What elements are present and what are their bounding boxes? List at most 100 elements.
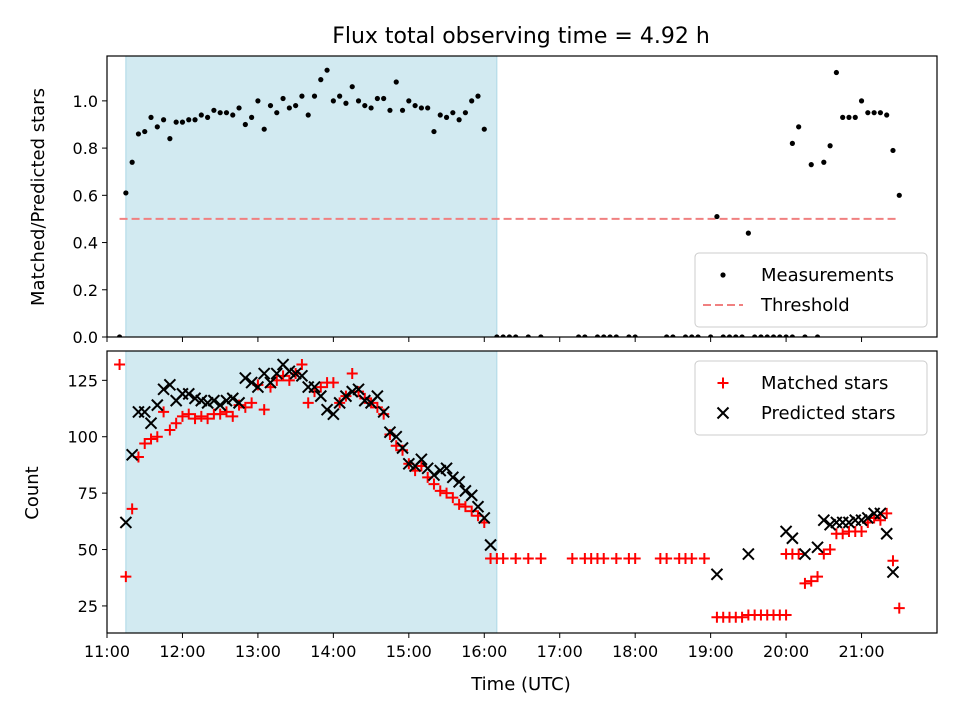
matched-star-point	[195, 410, 207, 422]
matched-star-point	[466, 505, 478, 517]
measurement-point	[689, 334, 695, 337]
legend-label: Measurements	[761, 265, 894, 286]
measurement-point	[230, 112, 236, 118]
matched-star-point	[302, 397, 314, 409]
x-tick-label: 12:00	[159, 642, 205, 661]
matched-star-point	[346, 368, 358, 380]
measurement-point	[186, 117, 192, 123]
x-tick-label: 19:00	[688, 642, 734, 661]
measurement-point	[167, 136, 173, 142]
y-tick-label: 0.2	[73, 281, 98, 300]
matched-star-point	[812, 571, 824, 583]
measurement-point	[387, 107, 393, 113]
measurement-point	[179, 119, 186, 125]
axes-frame	[106, 55, 938, 338]
y-tick-label: 25	[78, 597, 98, 616]
matched-star-point	[114, 359, 126, 371]
measurement-point	[311, 93, 318, 99]
legend-marker-plus	[717, 377, 729, 389]
measurement-point	[682, 334, 689, 337]
measurement-point	[613, 334, 619, 337]
predicted-star-point	[415, 453, 428, 466]
predicted-star-point	[320, 403, 334, 416]
x-tick-label: 21:00	[838, 642, 884, 661]
matched-star-point	[805, 575, 817, 587]
predicted-star-point	[880, 527, 893, 540]
predicted-star-point	[163, 378, 177, 392]
matched-star-point	[189, 413, 201, 425]
x-tick-label: 18:00	[612, 642, 658, 661]
predicted-star-point	[452, 475, 466, 489]
measurement-point	[770, 334, 777, 337]
matched-star-point	[441, 487, 453, 499]
measurement-point	[871, 110, 877, 116]
predicted-star-point	[786, 532, 799, 545]
measurement-point	[783, 334, 789, 337]
measurement-point	[877, 110, 884, 116]
legend: Matched stars Predicted stars	[694, 360, 928, 436]
measurement-point	[733, 334, 739, 337]
matched-star-point	[610, 553, 622, 565]
predicted-star-point	[151, 398, 164, 412]
measurement-point	[494, 334, 500, 337]
measurement-point	[462, 110, 469, 116]
predicted-star-point	[157, 383, 170, 396]
measurement-point	[299, 93, 305, 99]
predicted-star-point	[446, 471, 460, 484]
predicted-star-point	[427, 468, 441, 482]
measurement-point	[330, 98, 336, 104]
predicted-star-point	[465, 489, 478, 502]
measurement-point	[808, 162, 814, 168]
predicted-star-point	[478, 511, 491, 525]
y-tick-label: 50	[78, 541, 98, 560]
legend-label: Threshold	[760, 295, 850, 316]
observing-span-shade	[125, 55, 498, 338]
matched-star-point	[793, 548, 805, 560]
matched-star-point	[522, 553, 534, 565]
predicted-star-point	[251, 380, 265, 394]
y-tick-label: 125	[67, 371, 98, 390]
measurement-point	[399, 107, 406, 113]
predicted-star-point	[742, 547, 755, 561]
measurement-point	[160, 117, 167, 123]
measurement-point	[349, 84, 355, 90]
matched-star-point	[158, 406, 170, 418]
measurement-point	[286, 105, 292, 111]
predicted-star-point	[264, 376, 277, 389]
predicted-star-point	[308, 380, 321, 394]
y-tick-label: 0.0	[73, 328, 98, 347]
chart-title: Flux total observing time = 4.92 h	[332, 24, 710, 49]
predicted-star-point	[144, 416, 158, 430]
matched-star-point	[661, 553, 673, 565]
matched-star-point	[799, 577, 811, 589]
predicted-star-point	[352, 383, 365, 396]
y-tick-label: 0.4	[73, 234, 98, 253]
measurement-point	[223, 110, 230, 116]
predicted-star-point	[710, 568, 724, 581]
matched-star-point	[881, 507, 893, 519]
measurement-point	[123, 190, 129, 196]
matched-star-point	[428, 478, 440, 490]
matched-star-point	[856, 525, 868, 537]
y-tick-label: 100	[67, 428, 98, 447]
predicted-star-point	[245, 376, 258, 389]
x-tick-label: 16:00	[461, 642, 507, 661]
predicted-star-point	[377, 405, 390, 419]
measurement-point	[431, 128, 437, 135]
matched-star-point	[698, 553, 710, 565]
measurement-point	[506, 334, 513, 337]
measurement-point	[129, 159, 135, 165]
measurement-point	[607, 334, 613, 337]
predicted-star-point	[295, 369, 309, 383]
measurement-point	[211, 107, 217, 113]
legend-box	[694, 252, 928, 328]
measurement-point	[362, 102, 368, 109]
measurement-point	[293, 102, 299, 109]
predicted-star-point	[471, 500, 485, 513]
predicted-star-point	[119, 516, 133, 529]
predicted-star-point	[390, 430, 403, 443]
matched-star-point	[151, 431, 163, 443]
predicted-star-point	[125, 448, 139, 461]
measurement-point	[192, 117, 198, 123]
matched-star-point	[893, 602, 905, 614]
